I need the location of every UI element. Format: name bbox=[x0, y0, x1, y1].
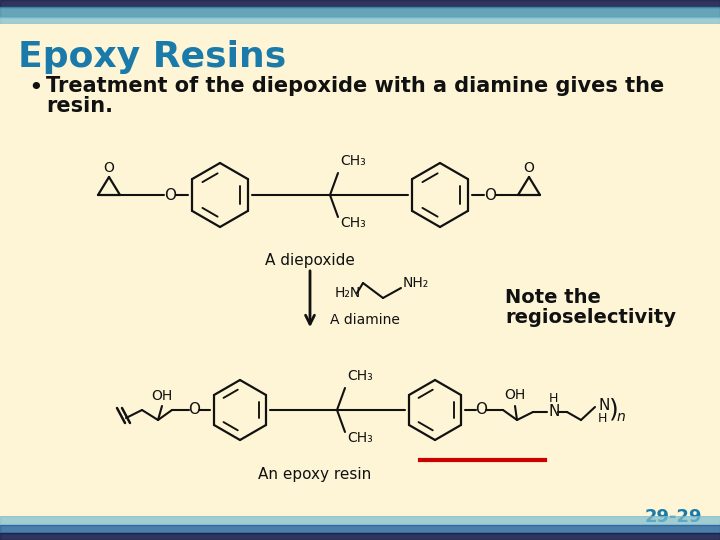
Text: A diamine: A diamine bbox=[330, 313, 400, 327]
Text: O: O bbox=[188, 402, 200, 417]
Text: CH₃: CH₃ bbox=[340, 154, 366, 168]
Text: OH: OH bbox=[505, 388, 526, 402]
Text: O: O bbox=[164, 187, 176, 202]
Text: CH₃: CH₃ bbox=[340, 216, 366, 230]
Text: N: N bbox=[598, 397, 609, 413]
Text: O: O bbox=[484, 187, 496, 202]
Text: A diepoxide: A diepoxide bbox=[265, 253, 355, 268]
Text: An epoxy resin: An epoxy resin bbox=[258, 467, 372, 482]
Text: NH₂: NH₂ bbox=[403, 276, 429, 290]
Text: resin.: resin. bbox=[46, 96, 113, 116]
Text: N: N bbox=[549, 404, 560, 420]
Text: CH₃: CH₃ bbox=[347, 369, 373, 383]
Text: O: O bbox=[475, 402, 487, 417]
Text: n: n bbox=[617, 410, 626, 424]
Text: H: H bbox=[598, 413, 608, 426]
Bar bbox=[0, 0, 720, 7]
Bar bbox=[0, 532, 720, 540]
Text: O: O bbox=[104, 161, 114, 175]
Text: O: O bbox=[523, 161, 534, 175]
Text: ): ) bbox=[609, 398, 618, 422]
Text: •: • bbox=[28, 76, 42, 100]
Bar bbox=[0, 7, 720, 17]
Text: H₂N: H₂N bbox=[335, 286, 361, 300]
Text: Note the: Note the bbox=[505, 288, 601, 307]
Bar bbox=[0, 525, 720, 532]
Text: regioselectivity: regioselectivity bbox=[505, 308, 676, 327]
Bar bbox=[0, 516, 720, 525]
Text: 29-29: 29-29 bbox=[644, 508, 702, 526]
Bar bbox=[0, 17, 720, 24]
Text: CH₃: CH₃ bbox=[347, 431, 373, 445]
Text: OH: OH bbox=[151, 389, 173, 403]
Text: H: H bbox=[549, 393, 559, 406]
Text: Epoxy Resins: Epoxy Resins bbox=[18, 40, 287, 74]
Text: Treatment of the diepoxide with a diamine gives the: Treatment of the diepoxide with a diamin… bbox=[46, 76, 665, 96]
